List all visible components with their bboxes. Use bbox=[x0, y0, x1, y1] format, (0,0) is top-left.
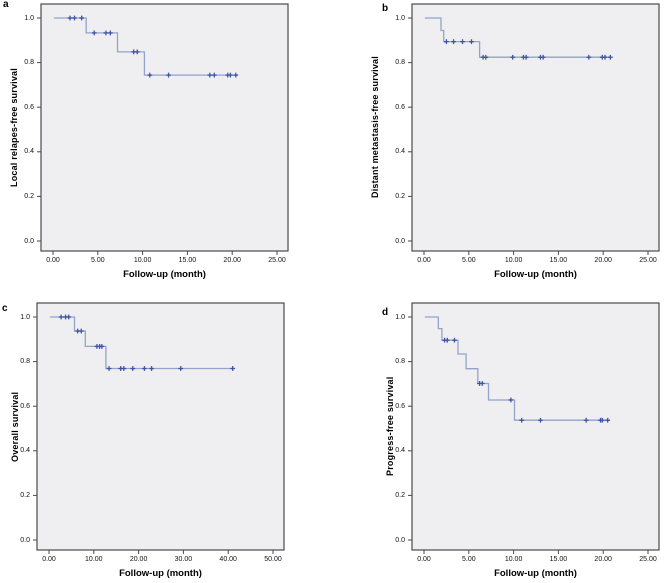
axis-ticks bbox=[33, 316, 274, 554]
plot-background bbox=[412, 303, 659, 550]
axis-ticks bbox=[408, 17, 649, 255]
survival-curve bbox=[53, 17, 238, 76]
x-tick-label: 20.00 bbox=[594, 257, 612, 264]
y-tick-label: 1.0 bbox=[395, 14, 405, 22]
panel-letter: a bbox=[3, 0, 9, 10]
y-tick-label: 0.8 bbox=[20, 358, 30, 366]
panel-letter: b bbox=[382, 3, 389, 14]
survival-curve bbox=[424, 316, 610, 421]
x-tick-label: 15.00 bbox=[549, 257, 568, 264]
x-tick-label: 5.00 bbox=[461, 556, 476, 563]
plot-frame bbox=[411, 302, 660, 551]
x-axis-label: Follow-up (month) bbox=[494, 568, 577, 579]
y-tick-label: 0.8 bbox=[24, 59, 34, 67]
x-tick-label: 0.00 bbox=[417, 556, 431, 563]
x-axis-label: Follow-up (month) bbox=[123, 269, 206, 280]
x-tick-label: 40.00 bbox=[219, 556, 237, 563]
y-tick-label: 1.0 bbox=[395, 313, 405, 321]
km-panel-c: c Overall survival Follow-up (month) 0.0… bbox=[0, 291, 332, 583]
km-plot-svg bbox=[408, 302, 660, 554]
y-tick-label: 0.2 bbox=[395, 491, 405, 499]
y-axis-label: Distant metastasis-free survival bbox=[370, 56, 380, 199]
x-tick-label: 20.00 bbox=[129, 556, 148, 563]
km-panel-d: d Progress-free survival Follow-up (mont… bbox=[333, 291, 665, 583]
y-tick-label: 0.4 bbox=[395, 148, 405, 156]
survival-curve bbox=[49, 316, 234, 370]
km-panel-a: a Local relapes-free survival Follow-up … bbox=[0, 0, 332, 292]
panel-letter: c bbox=[2, 303, 8, 314]
x-axis-label: Follow-up (month) bbox=[119, 568, 202, 579]
x-tick-label: 15.00 bbox=[549, 556, 568, 563]
censor-marks bbox=[58, 314, 236, 371]
x-tick-label: 30.00 bbox=[174, 556, 193, 563]
y-tick-label: 0.4 bbox=[395, 447, 405, 455]
plot-frame bbox=[40, 3, 289, 252]
x-tick-label: 20.00 bbox=[223, 257, 241, 264]
y-tick-label: 0.6 bbox=[395, 402, 405, 410]
y-tick-label: 0.2 bbox=[20, 491, 30, 499]
x-tick-label: 0.00 bbox=[46, 257, 60, 264]
panel-letter: d bbox=[382, 307, 389, 318]
axis-ticks bbox=[408, 316, 649, 554]
y-tick-label: 1.0 bbox=[24, 14, 34, 22]
plot-background bbox=[41, 4, 288, 251]
y-tick-label: 0.2 bbox=[24, 192, 34, 200]
x-tick-label: 0.00 bbox=[417, 257, 431, 264]
y-tick-label: 0.8 bbox=[395, 358, 405, 366]
y-tick-label: 0.8 bbox=[395, 59, 405, 67]
plot-frame bbox=[411, 3, 660, 252]
y-axis-label: Local relapes-free survival bbox=[9, 68, 19, 187]
x-tick-label: 10.00 bbox=[504, 556, 523, 563]
x-tick-label: 10.00 bbox=[85, 556, 103, 563]
y-axis-label: Progress-free survival bbox=[385, 376, 395, 477]
y-tick-label: 0.6 bbox=[20, 402, 30, 410]
x-tick-label: 0.00 bbox=[42, 556, 56, 563]
y-tick-label: 0.4 bbox=[20, 447, 30, 455]
y-tick-label: 0.4 bbox=[24, 148, 34, 156]
x-tick-label: 5.00 bbox=[461, 257, 476, 264]
axis-ticks bbox=[37, 17, 278, 255]
x-tick-label: 25.00 bbox=[639, 556, 657, 563]
km-plot-svg bbox=[408, 3, 660, 255]
km-plot-svg bbox=[33, 302, 285, 554]
x-tick-label: 25.00 bbox=[639, 257, 657, 264]
x-tick-label: 5.00 bbox=[90, 257, 105, 264]
x-tick-label: 25.00 bbox=[268, 257, 286, 264]
x-axis-label: Follow-up (month) bbox=[494, 269, 577, 280]
y-tick-label: 0.0 bbox=[24, 237, 34, 245]
plot-frame bbox=[36, 302, 285, 551]
x-tick-label: 10.00 bbox=[504, 257, 523, 264]
censor-marks bbox=[444, 39, 613, 60]
y-tick-label: 0.0 bbox=[20, 536, 30, 544]
censor-marks bbox=[67, 15, 239, 78]
y-axis-label: Overall survival bbox=[10, 391, 20, 462]
y-tick-label: 0.6 bbox=[395, 103, 405, 111]
plot-background bbox=[412, 4, 659, 251]
censor-marks bbox=[442, 337, 611, 423]
y-tick-label: 0.6 bbox=[24, 103, 34, 111]
y-tick-label: 1.0 bbox=[20, 313, 30, 321]
km-panel-b: b Distant metastasis-free survival Follo… bbox=[333, 0, 665, 292]
x-tick-label: 15.00 bbox=[178, 257, 197, 264]
survival-curve bbox=[424, 17, 612, 58]
x-tick-label: 20.00 bbox=[594, 556, 612, 563]
y-tick-label: 0.0 bbox=[395, 237, 405, 245]
x-tick-label: 50.00 bbox=[264, 556, 282, 563]
y-tick-label: 0.2 bbox=[395, 192, 405, 200]
y-tick-label: 0.0 bbox=[395, 536, 405, 544]
x-tick-label: 10.00 bbox=[133, 257, 152, 264]
plot-background bbox=[37, 303, 284, 550]
km-plot-svg bbox=[37, 3, 289, 255]
